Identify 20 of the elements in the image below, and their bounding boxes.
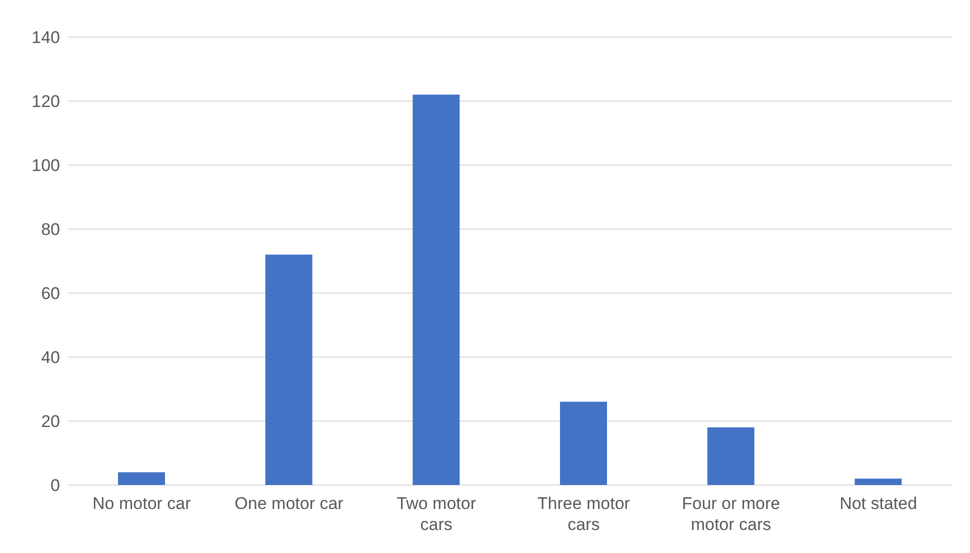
x-tick-label: No motor car bbox=[92, 494, 192, 513]
x-tick-label: Four or more motor cars bbox=[682, 494, 780, 534]
y-tick-label: 60 bbox=[41, 284, 60, 304]
x-tick-label: One motor car bbox=[234, 494, 344, 513]
bar bbox=[707, 427, 754, 485]
y-tick-label: 100 bbox=[32, 156, 60, 176]
x-tick-label: Three motor cars bbox=[537, 494, 630, 534]
x-tick-label: Not stated bbox=[840, 494, 918, 513]
y-tick-label: 40 bbox=[41, 348, 60, 368]
y-tick-label: 20 bbox=[41, 412, 60, 432]
y-tick-label: 140 bbox=[32, 28, 60, 48]
bar bbox=[412, 94, 460, 485]
bar bbox=[118, 472, 165, 485]
y-tick-label: 0 bbox=[50, 476, 60, 496]
x-tick-label: Two motor cars bbox=[396, 494, 476, 534]
bar bbox=[265, 254, 312, 485]
y-tick-label: 80 bbox=[41, 220, 60, 240]
bar bbox=[560, 402, 607, 485]
y-tick-label: 120 bbox=[32, 92, 60, 112]
bar bbox=[854, 478, 902, 485]
